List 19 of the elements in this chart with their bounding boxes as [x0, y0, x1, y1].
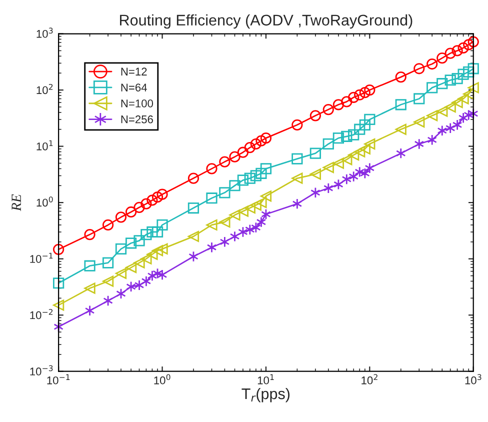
y-tick-label: 10$^{−1}$	[30, 252, 53, 263]
y-tick-label: 10$^{−2}$	[30, 309, 53, 320]
y-tick-label: 10$^{−3}$	[30, 365, 53, 376]
legend-label: N=12	[121, 68, 147, 76]
y-tick-label: 10$^{1}$	[36, 140, 53, 150]
x-tick-label: 10$^{3}$	[465, 374, 482, 384]
x-axis-title: T$_{r}$(pps)	[242, 388, 290, 402]
chart-title: Routing Efficiency (AODV ,TwoRayGround)	[120, 14, 412, 29]
x-tick-label: 10$^{−1}$	[47, 374, 70, 384]
y-tick-label: 10$^{0}$	[36, 196, 53, 207]
legend-label: N=64	[121, 84, 147, 92]
y-axis-title: RE	[12, 194, 21, 212]
x-tick-label: 10$^{0}$	[154, 374, 170, 384]
legend-label: N=100	[121, 100, 154, 108]
legend-label: N=256	[121, 115, 153, 124]
x-tick-label: 10$^{2}$	[362, 374, 378, 384]
x-tick-label: 10$^{1}$	[258, 374, 274, 384]
y-tick-label: 10$^{3}$	[36, 28, 53, 38]
y-tick-label: 10$^{2}$	[36, 84, 53, 94]
